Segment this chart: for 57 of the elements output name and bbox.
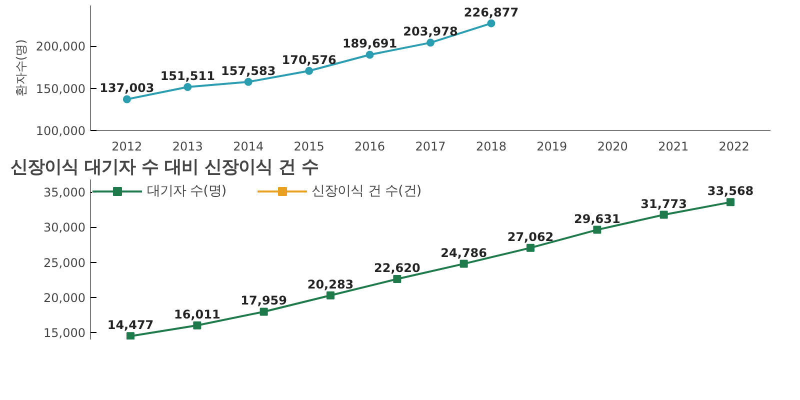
point — [593, 226, 602, 234]
chart-title: 신장이식 대기자 수 대비 신장이식 건 수 — [10, 158, 319, 178]
y-tick-label: 150,000 — [36, 82, 86, 96]
y-tick-label: 35,000 — [44, 186, 86, 200]
point — [193, 321, 202, 330]
point — [726, 198, 734, 206]
data-label: 226,877 — [464, 5, 519, 20]
data-label: 33,568 — [707, 184, 754, 198]
point — [393, 275, 402, 284]
point — [305, 66, 314, 75]
y-tick-label: 30,000 — [44, 220, 86, 235]
x-tick-label: 2012 — [112, 140, 142, 154]
data-label: 27,062 — [507, 230, 554, 244]
point — [184, 83, 192, 91]
point — [460, 260, 468, 268]
y-tick-label: 20,000 — [44, 290, 86, 305]
data-label: 189,691 — [342, 36, 398, 51]
data-label: 31,773 — [640, 196, 687, 211]
data-label: 17,959 — [240, 294, 287, 308]
data-label: 16,011 — [174, 307, 220, 322]
x-tick-label: 2018 — [476, 140, 506, 154]
point — [660, 210, 668, 219]
data-label: 20,283 — [307, 277, 354, 292]
data-label: 170,576 — [282, 52, 336, 67]
y-tick-label: 15,000 — [44, 326, 86, 340]
x-tick-label: 2017 — [415, 140, 446, 154]
y-axis-title: 환자수(명) — [14, 39, 28, 97]
data-label: 22,620 — [374, 261, 420, 276]
x-tick-label: 2016 — [354, 140, 386, 154]
x-tick-label: 2019 — [536, 140, 568, 154]
legend-label: 신장이식 건 수(건) — [312, 183, 422, 200]
data-label: 203,978 — [403, 24, 458, 39]
x-tick-label: 2021 — [658, 140, 689, 154]
x-tick-label: 2013 — [172, 140, 203, 154]
x-tick-label: 2014 — [233, 140, 264, 154]
data-label: 29,631 — [574, 212, 620, 226]
y-tick-label: 100,000 — [36, 124, 86, 138]
x-tick-label: 2020 — [597, 140, 628, 154]
point — [526, 244, 534, 252]
data-label: 151,511 — [160, 68, 215, 83]
data-label: 157,583 — [221, 64, 276, 78]
x-tick-label: 2022 — [718, 140, 750, 154]
data-label: 137,003 — [100, 81, 154, 96]
point — [326, 291, 334, 300]
point — [366, 50, 374, 59]
point — [260, 308, 268, 316]
point — [244, 78, 252, 86]
legend-label: 대기자 수(명) — [147, 183, 227, 200]
y-tick-label: 25,000 — [44, 256, 86, 270]
data-label: 14,477 — [107, 318, 154, 332]
point — [122, 95, 131, 104]
data-label: 24,786 — [440, 246, 487, 260]
point — [426, 38, 434, 47]
y-tick-label: 200,000 — [36, 40, 86, 54]
x-tick-label: 2015 — [294, 140, 324, 154]
point — [487, 19, 496, 28]
point — [126, 332, 134, 340]
